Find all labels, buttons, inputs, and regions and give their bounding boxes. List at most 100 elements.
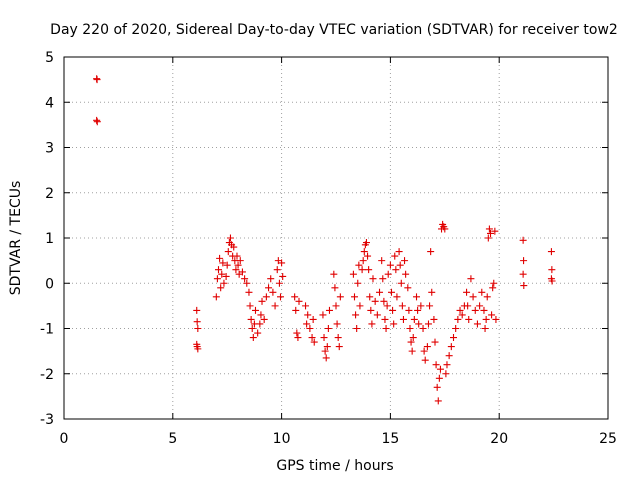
data-point (408, 347, 416, 355)
data-point (332, 302, 340, 310)
data-point (349, 270, 357, 278)
data-point (279, 272, 287, 280)
data-point (236, 257, 244, 265)
data-point (402, 270, 410, 278)
data-point (356, 302, 364, 310)
data-point (336, 293, 344, 301)
data-point (213, 275, 221, 283)
x-axis-label: GPS time / hours (276, 458, 393, 474)
data-point (218, 270, 226, 278)
x-tick-label: 15 (381, 431, 399, 447)
data-points (93, 75, 556, 405)
data-point (359, 257, 367, 265)
y-axis-tick-labels: -3 -2 -1 0 1 2 3 4 5 (40, 50, 54, 428)
data-point (467, 275, 475, 283)
data-point (223, 261, 231, 269)
axis-ticks (63, 56, 609, 420)
data-point (478, 288, 486, 296)
data-point (379, 275, 387, 283)
data-point (384, 270, 392, 278)
data-point (295, 297, 303, 305)
data-point (294, 334, 302, 342)
data-point (481, 325, 489, 332)
data-point (491, 227, 499, 235)
data-point (415, 320, 423, 328)
data-point (324, 325, 332, 332)
data-point (548, 277, 556, 285)
data-point (368, 320, 376, 328)
data-point (269, 288, 277, 296)
data-point (443, 361, 451, 369)
data-point (434, 397, 442, 405)
data-point (396, 261, 404, 269)
data-point (373, 311, 381, 319)
y-tick-label: -3 (40, 412, 54, 428)
data-point (465, 315, 473, 323)
data-point (320, 334, 328, 342)
data-point (458, 311, 466, 319)
data-point (262, 293, 270, 301)
data-point (441, 225, 449, 233)
data-point (278, 259, 286, 267)
data-point (260, 315, 268, 323)
data-point (323, 343, 331, 351)
data-point (424, 320, 432, 328)
data-point (241, 275, 249, 283)
data-point (476, 302, 484, 310)
data-point (381, 315, 389, 323)
y-tick-label: 1 (45, 231, 54, 247)
data-point (407, 338, 415, 346)
data-point (548, 266, 556, 274)
data-point (383, 302, 391, 310)
data-point (520, 257, 528, 265)
data-point (214, 266, 222, 274)
data-point (447, 343, 455, 351)
data-point (238, 268, 246, 276)
data-point (308, 334, 316, 342)
y-tick-label: 3 (45, 141, 54, 157)
data-point (420, 347, 428, 355)
data-point (319, 311, 327, 319)
data-point (519, 270, 527, 278)
x-tick-label: 0 (60, 431, 69, 447)
data-point (224, 248, 232, 256)
data-point (431, 338, 439, 346)
data-point (471, 306, 479, 314)
data-point (395, 248, 403, 256)
x-tick-label: 25 (599, 431, 617, 447)
data-point (355, 261, 363, 269)
data-point (386, 261, 394, 269)
data-point (193, 343, 201, 351)
data-point (234, 261, 242, 269)
data-point (212, 293, 220, 301)
data-point (452, 325, 460, 332)
data-point (310, 338, 318, 346)
data-point (246, 302, 254, 310)
data-point (371, 297, 379, 305)
data-point (267, 275, 275, 283)
data-point (366, 293, 374, 301)
data-point (350, 293, 358, 301)
data-point (271, 302, 279, 310)
data-point (360, 248, 368, 256)
y-tick-label: -1 (40, 322, 54, 338)
data-point (367, 306, 375, 314)
y-tick-label: 4 (45, 95, 54, 111)
data-point (419, 325, 427, 332)
data-point (492, 315, 500, 323)
data-point (404, 284, 412, 292)
data-point (291, 293, 299, 301)
grid-lines (64, 57, 608, 419)
data-point (387, 288, 395, 296)
data-point (382, 325, 390, 332)
data-point (391, 252, 399, 260)
data-point (257, 311, 265, 319)
data-point (292, 306, 300, 314)
chart-title: Day 220 of 2020, Sidereal Day-to-day VTE… (50, 22, 618, 38)
data-point (390, 320, 398, 328)
data-point (321, 347, 329, 355)
data-point (365, 266, 373, 274)
data-point (193, 306, 201, 314)
data-point (222, 272, 230, 280)
